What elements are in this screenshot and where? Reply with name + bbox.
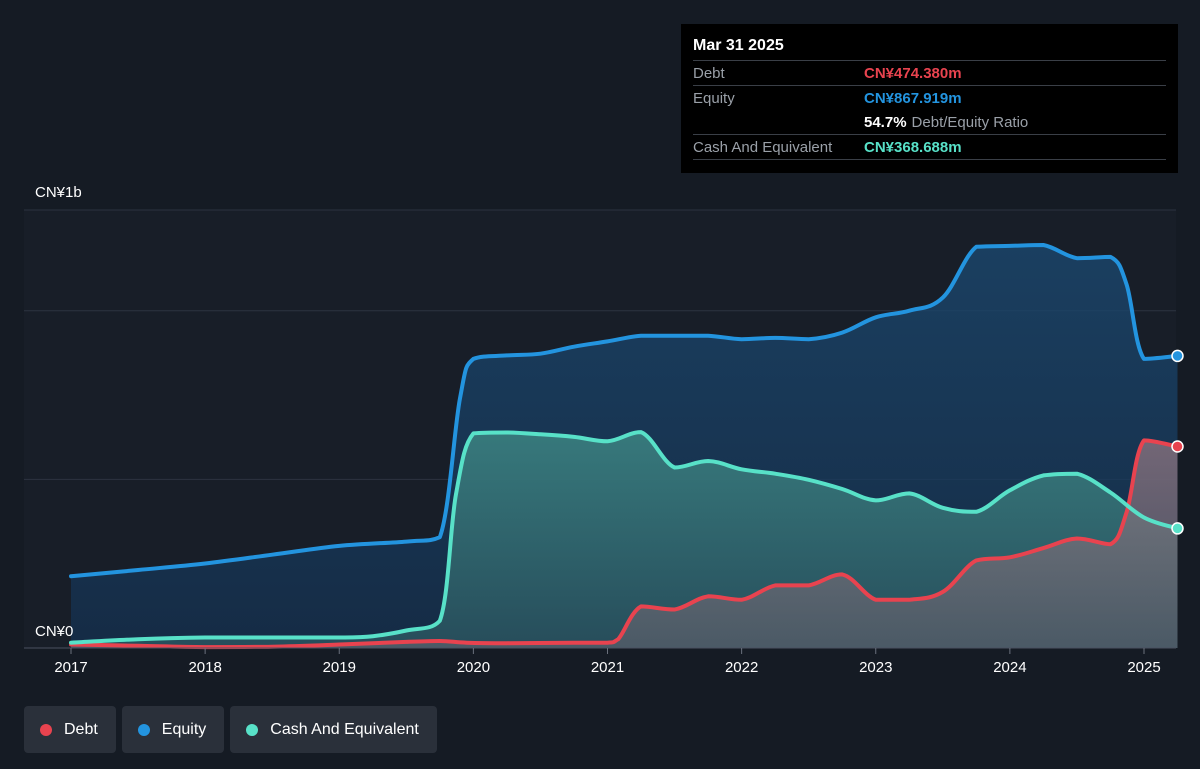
legend-label-cash: Cash And Equivalent [270, 720, 419, 738]
y-axis-bottom-label: CN¥0 [35, 623, 73, 640]
x-tick-label: 2022 [725, 659, 758, 676]
legend-label-debt: Debt [64, 720, 98, 738]
equity-dot-icon [137, 723, 150, 736]
series-end-markers [1171, 349, 1184, 535]
tooltip-equity-row: Equity CN¥867.919m [693, 85, 1166, 110]
tooltip-ratio-value: 54.7% [864, 113, 907, 131]
legend: Debt Equity Cash And Equivalent [24, 706, 437, 753]
tooltip-cash-row: Cash And Equivalent CN¥368.688m [693, 134, 1166, 160]
tooltip-cash-value: CN¥368.688m [864, 138, 962, 156]
debt-dot-icon [40, 723, 52, 736]
marker-cash-and-equivalent [1171, 522, 1184, 535]
x-tick-label: 2024 [993, 659, 1026, 676]
tooltip-panel: Mar 31 2025 Debt CN¥474.380m Equity CN¥8… [681, 24, 1178, 173]
x-tick-label: 2017 [54, 659, 87, 676]
series-areas [71, 245, 1178, 648]
x-tick-label: 2021 [591, 659, 624, 676]
tooltip-ratio-row: 54.7% Debt/Equity Ratio [693, 110, 1166, 134]
legend-item-cash[interactable]: Cash And Equivalent [230, 706, 437, 753]
marker-debt [1171, 440, 1184, 453]
legend-label-equity: Equity [161, 720, 207, 738]
x-tick-label: 2020 [457, 659, 490, 676]
tooltip-cash-label: Cash And Equivalent [693, 138, 833, 156]
legend-item-equity[interactable]: Equity [121, 706, 225, 753]
tooltip-debt-value: CN¥474.380m [864, 64, 962, 82]
cash-dot-icon [246, 723, 259, 736]
area-debt [71, 440, 1178, 648]
legend-item-debt[interactable]: Debt [24, 706, 116, 753]
x-tick-label: 2018 [188, 659, 221, 676]
line-debt [69, 438, 1180, 650]
x-tick-label: 2019 [323, 659, 356, 676]
x-tick-label: 2023 [859, 659, 892, 676]
line-cash-and-equivalent [69, 430, 1180, 645]
line-equity [69, 243, 1180, 579]
x-axis-ticks: 2017 2018 2019 2020 2021 2022 2023 2024 2025 [54, 648, 1161, 676]
tooltip-date: Mar 31 2025 [693, 37, 784, 54]
tooltip-debt-row: Debt CN¥474.380m [693, 60, 1166, 85]
x-tick-label: 2025 [1127, 659, 1160, 676]
y-axis-top-label: CN¥1b [35, 184, 82, 201]
tooltip-debt-label: Debt [693, 64, 725, 82]
marker-equity [1171, 349, 1184, 363]
area-cash-and-equivalent [71, 432, 1178, 648]
series-lines [69, 243, 1180, 650]
tooltip-equity-label: Equity [693, 89, 735, 107]
tooltip-equity-value: CN¥867.919m [864, 89, 962, 107]
tooltip-ratio-label: Debt/Equity Ratio [911, 113, 1029, 131]
